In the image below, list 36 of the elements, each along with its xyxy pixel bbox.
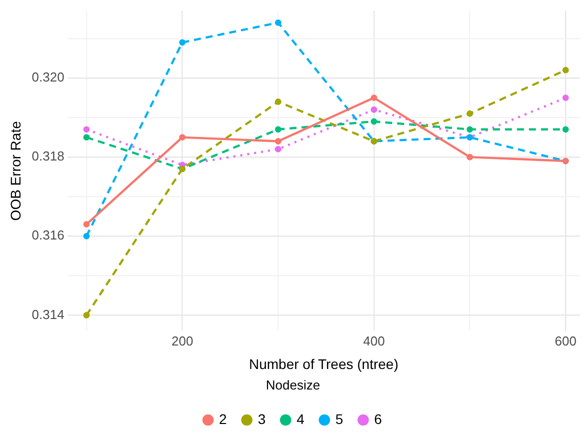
- point: [83, 134, 90, 140]
- y-tick-label: 0.314: [32, 306, 64, 322]
- x-tick-label: 600: [554, 333, 576, 348]
- point: [83, 232, 90, 240]
- legend-label: 6: [374, 410, 382, 427]
- point: [274, 146, 282, 152]
- point: [274, 19, 282, 26]
- y-axis-title: OOB Error Rate: [7, 120, 24, 221]
- x-tick-label: 200: [171, 333, 194, 348]
- point: [466, 154, 473, 160]
- x-axis-title: Number of Trees (ntree): [248, 356, 398, 372]
- point: [466, 126, 473, 133]
- legend-title: Nodesize: [266, 377, 320, 392]
- point: [562, 126, 569, 133]
- legend-label: 5: [335, 410, 344, 427]
- point: [370, 118, 378, 125]
- x-tick-label: 400: [363, 333, 385, 348]
- legend-label: 2: [219, 410, 228, 427]
- point: [562, 66, 569, 74]
- point: [274, 138, 282, 144]
- point: [466, 110, 473, 117]
- point: [562, 94, 569, 101]
- point: [274, 126, 282, 133]
- point: [83, 312, 90, 318]
- point: [370, 94, 378, 101]
- point: [370, 106, 378, 113]
- legend-label: 4: [296, 410, 305, 427]
- point: [274, 98, 282, 105]
- point: [179, 134, 186, 140]
- legend-label: 3: [258, 410, 266, 427]
- point: [179, 39, 186, 46]
- text: 0.320: [32, 70, 64, 85]
- point: [83, 126, 90, 133]
- y-tick-label: 0.316: [32, 228, 64, 243]
- y-tick-label: 0.318: [32, 148, 64, 164]
- point: [83, 221, 90, 228]
